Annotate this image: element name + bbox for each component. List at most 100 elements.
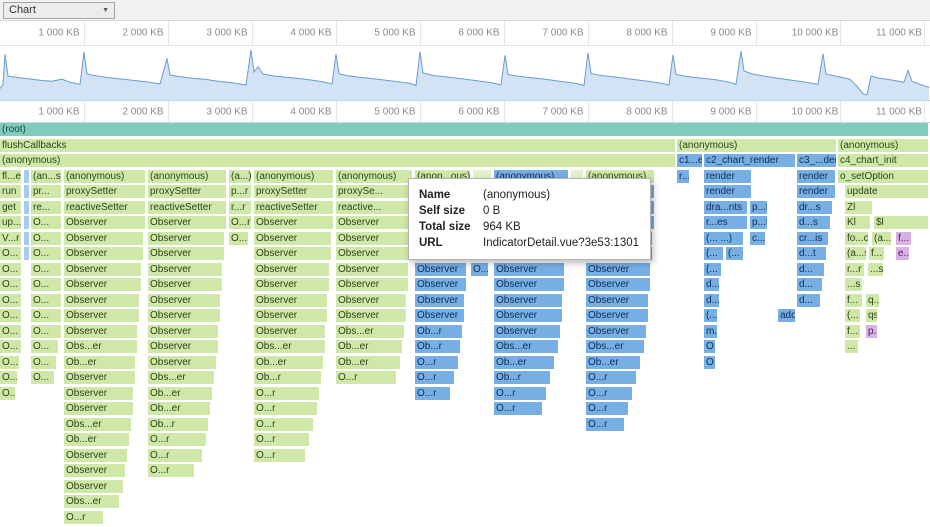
- flame-block[interactable]: Ob...r: [148, 417, 209, 433]
- flame-block[interactable]: reactiveSetter: [148, 200, 227, 216]
- flame-block[interactable]: q...: [866, 293, 880, 309]
- flame-block[interactable]: d...: [797, 278, 823, 293]
- flame-block[interactable]: Observer: [148, 216, 227, 231]
- flame-block[interactable]: Ob...r: [415, 324, 463, 340]
- flame-block[interactable]: m...: [704, 324, 718, 340]
- flame-block[interactable]: O...r: [494, 402, 543, 417]
- flame-block[interactable]: O...: [0, 278, 22, 293]
- flame-block[interactable]: render: [797, 169, 836, 185]
- flame-block[interactable]: Observer: [148, 309, 221, 324]
- flame-block[interactable]: Observer: [494, 293, 563, 309]
- flame-block[interactable]: e...: [896, 247, 910, 262]
- flame-block[interactable]: Observer: [64, 448, 128, 464]
- flame-block[interactable]: O...: [31, 216, 62, 231]
- flame-block[interactable]: O...r: [586, 417, 625, 433]
- flame-block[interactable]: Observer: [494, 262, 565, 278]
- flame-block[interactable]: O...: [31, 262, 62, 278]
- flame-block-unlabeled[interactable]: [24, 247, 30, 262]
- flame-block[interactable]: Observer: [336, 216, 413, 231]
- flame-block[interactable]: r...es: [704, 216, 748, 231]
- flame-block[interactable]: ...s: [868, 262, 884, 278]
- flame-block[interactable]: Observer: [254, 231, 332, 247]
- flame-block[interactable]: Observer: [336, 247, 411, 262]
- flame-block[interactable]: O...r: [415, 355, 459, 371]
- flame-block[interactable]: O...r: [254, 386, 320, 402]
- flame-block-unlabeled[interactable]: [24, 216, 30, 231]
- flame-block[interactable]: Observer: [254, 309, 328, 324]
- flame-block[interactable]: dra...nts: [704, 200, 748, 216]
- flame-block[interactable]: O...: [31, 371, 55, 386]
- chart-view-select[interactable]: Chart ▼: [3, 1, 115, 19]
- flame-block[interactable]: O...: [31, 247, 62, 262]
- flame-block[interactable]: O...: [0, 309, 22, 324]
- flame-block[interactable]: O...: [704, 340, 716, 355]
- flame-block[interactable]: Observer: [64, 216, 146, 231]
- flame-block[interactable]: Observer: [586, 309, 649, 324]
- flame-block[interactable]: (... ...): [704, 231, 744, 247]
- flame-block[interactable]: Obs...er: [148, 371, 215, 386]
- flame-block-unlabeled[interactable]: [24, 231, 30, 247]
- flame-block[interactable]: (anonymous): [64, 169, 146, 185]
- flame-block[interactable]: p...r: [229, 185, 252, 200]
- flame-block[interactable]: Observer: [494, 324, 561, 340]
- flame-block[interactable]: $l: [874, 216, 929, 231]
- flame-block[interactable]: proxySetter: [64, 185, 146, 200]
- flame-block[interactable]: O...: [0, 262, 22, 278]
- flame-block[interactable]: Observer: [494, 309, 563, 324]
- flame-block[interactable]: d...: [704, 278, 720, 293]
- flame-block[interactable]: O...r: [494, 386, 547, 402]
- flame-block[interactable]: Observer: [148, 231, 225, 247]
- flame-block[interactable]: flushCallbacks: [0, 138, 676, 154]
- flame-block[interactable]: (root): [0, 123, 929, 138]
- flame-block[interactable]: Observer: [64, 464, 126, 479]
- flame-block[interactable]: qs: [866, 309, 878, 324]
- flame-block[interactable]: Observer: [254, 278, 330, 293]
- flame-block[interactable]: Observer: [64, 402, 134, 417]
- flame-block[interactable]: dr...s: [797, 200, 833, 216]
- flame-block[interactable]: ...: [845, 340, 859, 355]
- flame-block-unlabeled[interactable]: [24, 185, 30, 200]
- flame-block[interactable]: (...: [704, 262, 722, 278]
- flame-block[interactable]: Ob...er: [336, 355, 401, 371]
- flame-block[interactable]: Observer: [254, 247, 332, 262]
- flame-block[interactable]: render: [797, 185, 836, 200]
- flame-block[interactable]: (an...s): [31, 169, 62, 185]
- flame-block[interactable]: Observer: [64, 386, 134, 402]
- flame-block[interactable]: c2_chart_render: [704, 154, 796, 169]
- flame-block[interactable]: reactiveSetter: [254, 200, 334, 216]
- flame-block[interactable]: c...: [750, 231, 766, 247]
- flame-block[interactable]: Observer: [148, 340, 219, 355]
- flame-block[interactable]: O...r: [254, 402, 318, 417]
- flame-block[interactable]: O...r: [586, 386, 633, 402]
- flame-block[interactable]: render: [704, 185, 752, 200]
- flame-block[interactable]: d...s: [797, 216, 831, 231]
- flame-block[interactable]: O...: [0, 386, 16, 402]
- flame-block[interactable]: Observer: [254, 324, 326, 340]
- flame-block[interactable]: Observer: [415, 278, 467, 293]
- flame-block[interactable]: (...: [704, 247, 724, 262]
- flame-block[interactable]: Ob...r: [415, 340, 461, 355]
- flame-block[interactable]: Obs...er: [64, 340, 138, 355]
- flame-block[interactable]: Obs...er: [64, 495, 120, 510]
- flame-block[interactable]: O...r: [254, 417, 314, 433]
- flame-block[interactable]: O...: [31, 293, 62, 309]
- flame-block[interactable]: Observer: [148, 293, 221, 309]
- flame-block[interactable]: Observer: [336, 231, 411, 247]
- flame-block[interactable]: O...: [0, 371, 18, 386]
- flame-block[interactable]: fl...e: [0, 169, 22, 185]
- flame-block[interactable]: Ob...er: [64, 355, 136, 371]
- flame-block[interactable]: render: [704, 169, 752, 185]
- flame-block[interactable]: Obs...er: [64, 417, 132, 433]
- flame-block[interactable]: r...r: [845, 262, 865, 278]
- flame-block[interactable]: O...r: [148, 448, 203, 464]
- flame-block[interactable]: f...: [869, 247, 885, 262]
- flame-block[interactable]: f...: [845, 324, 861, 340]
- flame-block[interactable]: Observer: [64, 278, 142, 293]
- flame-block[interactable]: r...: [677, 169, 690, 185]
- flame-block[interactable]: d...: [797, 293, 821, 309]
- flame-block[interactable]: V...r: [0, 231, 22, 247]
- flame-block[interactable]: Observer: [254, 293, 328, 309]
- flame-block[interactable]: O...r: [415, 371, 455, 386]
- flame-block[interactable]: Ob...er: [64, 433, 130, 448]
- flame-block[interactable]: (anonymous): [677, 138, 837, 154]
